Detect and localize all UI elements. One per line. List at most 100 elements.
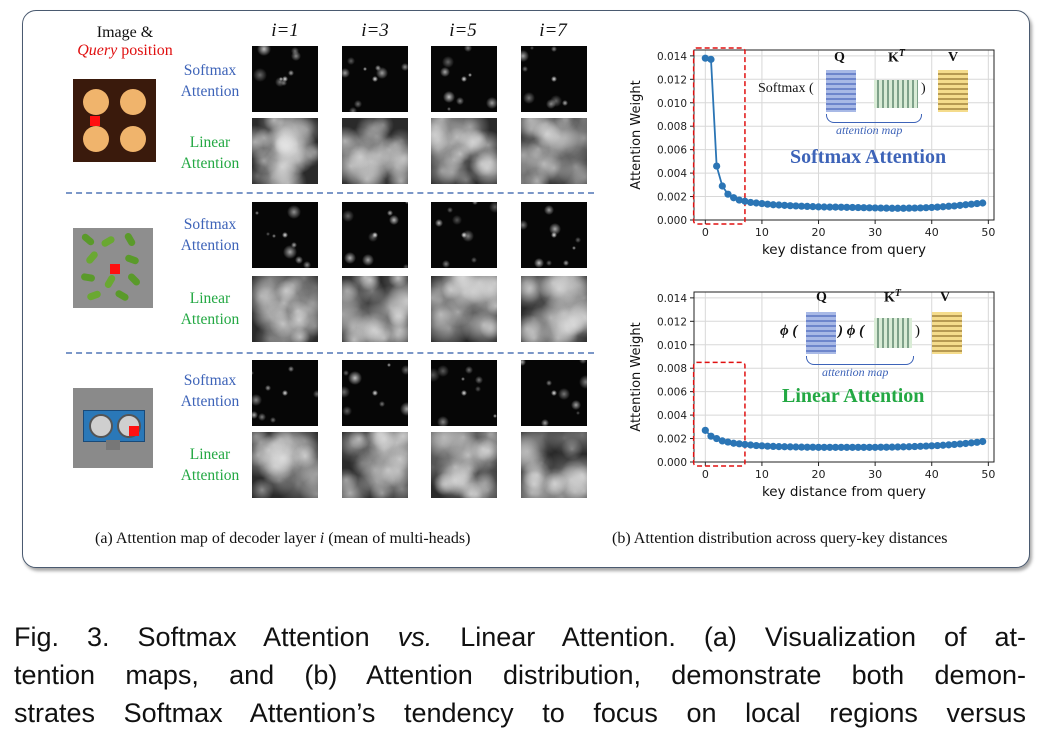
- data-point: [882, 204, 891, 212]
- data-point: [916, 204, 925, 212]
- data-point: [939, 441, 947, 449]
- data-point: [730, 439, 738, 447]
- data-point: [763, 442, 772, 450]
- data-point: [871, 204, 879, 212]
- data-point: [803, 443, 811, 451]
- data-point: [945, 441, 953, 449]
- attention-map-brace: [826, 114, 922, 123]
- data-point: [854, 443, 862, 451]
- caption-line-2: tention maps, and (b) Attention distribu…: [14, 660, 1026, 690]
- data-point: [826, 443, 834, 451]
- data-point: [752, 441, 760, 450]
- linear-attention-map-tile: [521, 118, 587, 184]
- column-header-i3: i=3: [361, 20, 389, 41]
- data-point: [809, 203, 817, 211]
- data-point: [707, 55, 715, 63]
- formula-v-label: V: [940, 290, 951, 305]
- data-point: [843, 443, 851, 451]
- row2-linear-label: Linear Attention: [180, 290, 240, 328]
- data-point: [707, 432, 715, 440]
- data-point: [735, 196, 743, 204]
- x-axis-label: key distance from query: [762, 242, 926, 258]
- input-image-beans: [73, 228, 153, 308]
- data-point: [814, 203, 823, 211]
- figure-caption: Fig. 3. Softmax Attention vs. Linear Att…: [0, 618, 1052, 732]
- v-matrix: [938, 70, 968, 112]
- query-marker: [90, 116, 100, 126]
- data-point: [826, 203, 834, 211]
- data-point: [831, 443, 840, 451]
- y-tick-label: 0.012: [657, 74, 687, 86]
- data-point: [797, 202, 806, 210]
- data-point: [899, 204, 908, 212]
- x-tick-label: 50: [981, 226, 995, 239]
- data-point: [973, 199, 981, 208]
- data-point: [882, 443, 891, 451]
- softmax-attention-map-tile: [521, 360, 587, 426]
- data-point: [933, 441, 941, 450]
- data-point: [962, 439, 970, 448]
- data-point: [871, 443, 879, 451]
- phi-mid-text: ) ϕ (: [838, 323, 865, 339]
- formula-q-label: Q: [816, 290, 827, 305]
- data-point: [928, 203, 936, 212]
- softmax-attention-map-tile: [342, 202, 408, 268]
- data-point: [713, 434, 721, 443]
- data-point: [843, 203, 851, 211]
- data-point: [973, 438, 981, 446]
- linear-attention-map-tile: [431, 432, 497, 498]
- query-marker: [110, 264, 120, 274]
- data-point: [899, 443, 908, 451]
- row3-softmax-label: Softmax Attention: [180, 372, 240, 410]
- data-point: [809, 443, 817, 451]
- y-tick-label: 0.014: [657, 51, 687, 63]
- data-point: [747, 441, 755, 449]
- attention-map-label: attention map: [822, 365, 889, 379]
- data-point: [780, 201, 789, 209]
- data-point: [860, 443, 868, 451]
- v-matrix: [932, 312, 962, 354]
- caption-line-3: strates Softmax Attention’s tendency to …: [14, 698, 1026, 728]
- data-point: [701, 54, 709, 62]
- linear-chart-title: Linear Attention: [782, 385, 925, 407]
- y-axis-label: Attention Weight: [629, 322, 644, 431]
- data-point: [803, 202, 811, 210]
- data-point: [837, 203, 845, 211]
- data-point: [905, 443, 913, 451]
- y-tick-label: 0.012: [657, 316, 687, 328]
- data-point: [950, 202, 958, 210]
- input-image-pills: [73, 79, 156, 162]
- row-separator: [66, 352, 594, 354]
- data-point: [741, 440, 749, 449]
- linear-formula: Q KT V ϕ ( ) ϕ ( ) attention map: [776, 288, 996, 380]
- data-point: [735, 440, 743, 448]
- data-point: [786, 443, 794, 451]
- data-point: [916, 442, 925, 450]
- data-point: [905, 204, 913, 212]
- x-tick-label: 40: [925, 226, 939, 239]
- y-tick-label: 0.004: [657, 168, 687, 180]
- data-point: [979, 199, 987, 207]
- input-image-sensor: [73, 388, 153, 468]
- data-point: [758, 442, 766, 450]
- data-point: [865, 443, 874, 451]
- softmax-attention-map-tile: [521, 46, 587, 112]
- data-point: [860, 204, 868, 212]
- y-tick-label: 0.006: [657, 387, 687, 399]
- x-tick-label: 20: [812, 468, 826, 481]
- linear-attention-map-tile: [342, 118, 408, 184]
- x-tick-label: 20: [812, 226, 826, 239]
- x-tick-label: 0: [702, 468, 709, 481]
- y-tick-label: 0.010: [657, 98, 687, 110]
- data-point: [780, 443, 789, 451]
- image-header-label: Image &: [96, 24, 154, 41]
- data-point: [979, 437, 987, 446]
- data-point: [928, 442, 936, 450]
- data-point: [956, 201, 964, 209]
- formula-v-label: V: [948, 50, 959, 65]
- y-tick-label: 0.006: [657, 145, 687, 157]
- column-header-i1: i=1: [271, 20, 299, 41]
- linear-attention-map-tile: [252, 118, 318, 184]
- softmax-attention-map-tile: [342, 46, 408, 112]
- data-point: [718, 437, 726, 445]
